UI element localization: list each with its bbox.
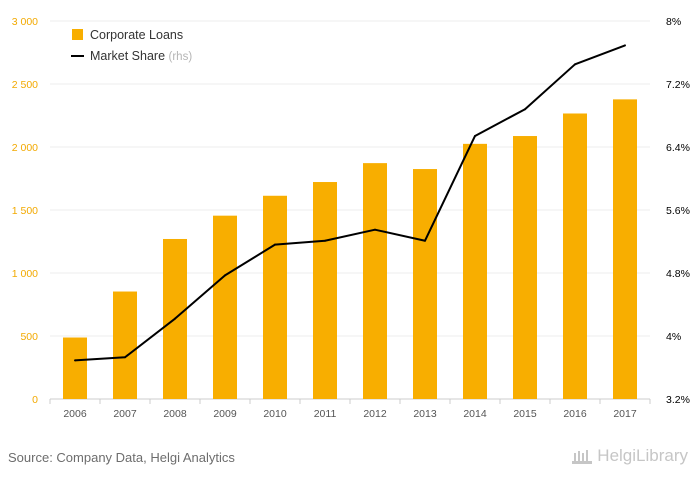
left-axis-tick-label: 0 [32, 394, 38, 406]
right-axis-tick-label: 4% [666, 331, 681, 343]
point-market-share [74, 359, 76, 362]
x-axis-tick-label: 2016 [563, 408, 587, 420]
point-market-share [624, 44, 626, 47]
right-axis-tick-label: 5.6% [666, 205, 690, 217]
point-market-share [324, 239, 326, 242]
legend-rhs-note: (rhs) [169, 51, 193, 63]
x-axis-tick-label: 2014 [463, 408, 487, 420]
x-axis-tick-label: 2009 [213, 408, 237, 420]
right-axis-tick-label: 8% [666, 16, 681, 28]
x-axis-tick-label: 2008 [163, 408, 187, 420]
combo-chart: 0 500 1 000 1 500 2 000 2 500 3 000 3.2% 4% 4.8% 5… [12, 16, 690, 420]
x-axis-tick-label: 2012 [363, 408, 387, 420]
legend-swatch-corporate-loans [72, 29, 83, 40]
line-market-share [74, 44, 626, 362]
point-market-share [374, 228, 376, 231]
x-axis-tick-label: 2006 [63, 408, 87, 420]
bar-corporate-loans [363, 163, 387, 399]
right-axis-tick-label: 3.2% [666, 394, 690, 406]
bar-corporate-loans [413, 169, 437, 399]
brand-logo[interactable]: HelgiLibrary [571, 446, 688, 466]
bar-corporate-loans [463, 143, 487, 399]
source-note: Source: Company Data, Helgi Analytics [8, 450, 235, 465]
legend-label-corporate-loans: Corporate Loans [90, 28, 183, 42]
point-market-share [224, 274, 226, 277]
x-axis-tick-label: 2007 [113, 408, 137, 420]
x-axis-tick-label: 2010 [263, 408, 287, 420]
point-market-share [174, 317, 176, 320]
bar-corporate-loans [613, 99, 637, 399]
left-axis-tick-label: 1 000 [12, 268, 38, 280]
point-market-share [474, 134, 476, 137]
left-axis-tick-label: 2 500 [12, 79, 38, 91]
right-axis-tick-label: 7.2% [666, 79, 690, 91]
left-axis-tick-label: 1 500 [12, 205, 38, 217]
library-building-icon [572, 450, 593, 464]
point-market-share [424, 239, 426, 242]
point-market-share [274, 243, 276, 246]
legend-label-market-share: Market Share (rhs) [90, 49, 192, 63]
bar-corporate-loans [563, 113, 587, 399]
bar-corporate-loans [513, 136, 537, 399]
x-axis-tick-label: 2013 [413, 408, 437, 420]
left-axis-tick-label: 2 000 [12, 142, 38, 154]
x-axis-tick-label: 2017 [613, 408, 637, 420]
point-market-share [124, 356, 126, 359]
bar-corporate-loans [113, 291, 137, 399]
point-market-share [524, 108, 526, 111]
right-axis-tick-label: 4.8% [666, 268, 690, 280]
right-axis-tick-label: 6.4% [666, 142, 690, 154]
bar-corporate-loans [213, 215, 237, 399]
x-axis-tick-label: 2011 [314, 408, 337, 420]
left-axis-tick-label: 500 [20, 331, 38, 343]
bar-corporate-loans [263, 195, 287, 399]
point-market-share [574, 63, 576, 66]
x-axis-tick-label: 2015 [513, 408, 537, 420]
brand-logo-text: HelgiLibrary [597, 446, 688, 465]
left-axis-tick-label: 3 000 [12, 16, 38, 28]
bar-corporate-loans [313, 182, 337, 399]
bar-corporate-loans [63, 337, 87, 399]
